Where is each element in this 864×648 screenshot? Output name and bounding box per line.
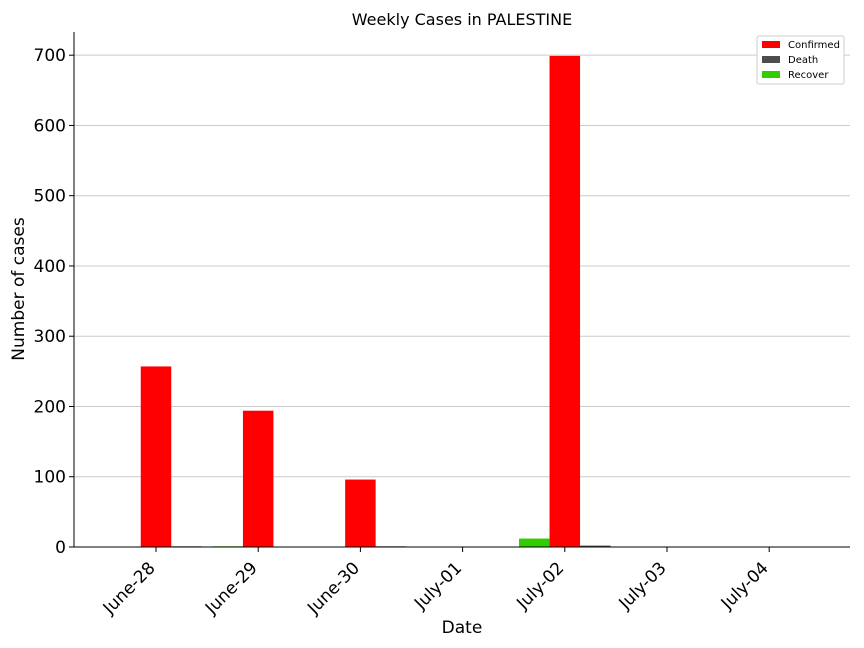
y-tick-label: 400	[34, 257, 66, 277]
x-tick-label: June-29	[201, 558, 262, 619]
y-tick-label: 100	[34, 468, 66, 488]
bar-confirmed	[345, 479, 376, 547]
y-tick-label: 700	[34, 46, 66, 66]
bar-confirmed	[140, 366, 172, 547]
x-tick-label: July-03	[615, 558, 671, 614]
axes	[73, 32, 850, 548]
y-ticks: 0 100 200 300 400 500 600 700	[34, 46, 74, 558]
chart-title: Weekly Cases in PALESTINE	[352, 10, 572, 29]
bar-confirmed	[242, 410, 274, 547]
legend-label: Recover	[788, 70, 829, 81]
y-tick-label: 500	[34, 187, 66, 207]
gridlines	[74, 54, 850, 478]
x-tick-label: July-04	[717, 558, 773, 614]
x-tick-label: June-30	[303, 558, 364, 619]
x-ticks: June-28 June-29 June-30 July-01 July-02 July-…	[99, 547, 773, 619]
y-axis-label: Number of cases	[9, 217, 29, 361]
bars	[140, 55, 611, 548]
y-tick-label: 600	[34, 116, 66, 136]
bar-recover	[519, 538, 550, 547]
y-tick-label: 300	[34, 327, 66, 347]
x-tick-label: July-02	[512, 558, 568, 614]
legend-swatch	[762, 56, 780, 63]
bar-confirmed	[549, 55, 581, 548]
legend-swatch	[762, 41, 780, 48]
legend-swatch	[762, 71, 780, 78]
bar-death	[580, 545, 611, 547]
y-tick-label: 0	[55, 538, 66, 558]
x-axis-label: Date	[442, 618, 483, 638]
x-tick-label: June-28	[99, 558, 160, 619]
legend-label: Death	[788, 55, 818, 66]
legend: Confirmed Death Recover	[756, 35, 845, 85]
legend-label: Confirmed	[788, 40, 840, 51]
y-tick-label: 200	[34, 397, 66, 417]
x-tick-label: July-01	[410, 558, 466, 614]
